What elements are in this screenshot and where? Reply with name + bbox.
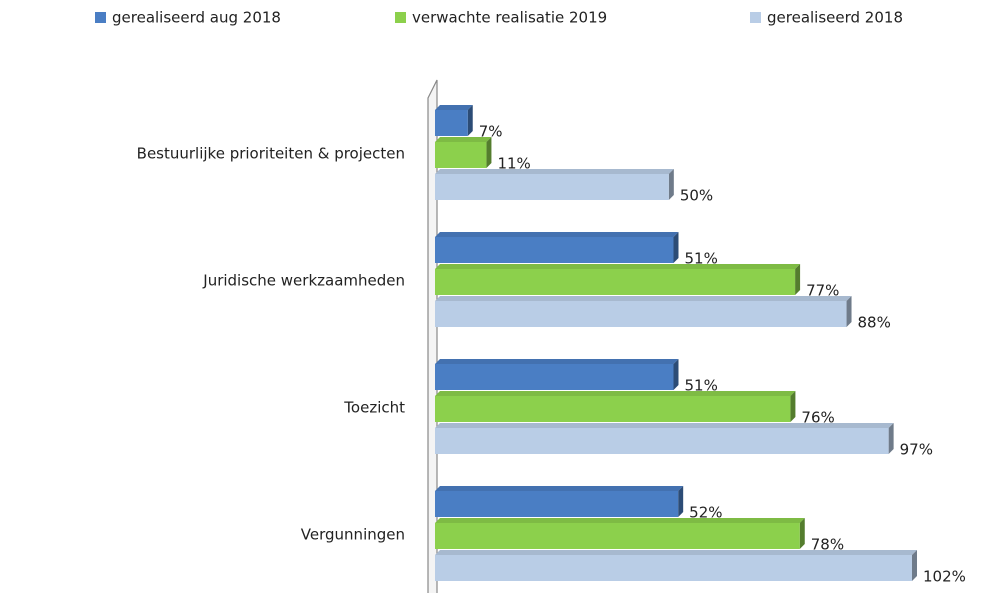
data-label: 88% bbox=[858, 314, 891, 332]
bar-side bbox=[846, 296, 852, 327]
bar bbox=[435, 264, 801, 295]
bar-front bbox=[435, 555, 912, 581]
bar-side bbox=[673, 359, 679, 390]
bar-top bbox=[435, 137, 492, 142]
axis-wall bbox=[427, 79, 438, 593]
bar-top bbox=[435, 296, 852, 301]
bar-top bbox=[435, 550, 917, 555]
bar bbox=[435, 232, 679, 263]
legend-label: gerealiseerd aug 2018 bbox=[112, 9, 281, 27]
bar-side bbox=[912, 550, 917, 581]
bar-front bbox=[435, 364, 674, 390]
category-label: Toezicht bbox=[343, 399, 405, 417]
bar-front bbox=[435, 142, 487, 168]
bar-top bbox=[435, 391, 796, 396]
bar bbox=[435, 391, 796, 422]
bar-top bbox=[435, 423, 894, 428]
data-label: 52% bbox=[689, 504, 722, 522]
legend-swatch bbox=[750, 12, 761, 23]
bar bbox=[435, 137, 492, 168]
bar-front bbox=[435, 174, 669, 200]
data-label: 51% bbox=[685, 250, 718, 268]
bar-side bbox=[467, 105, 473, 136]
bar-front bbox=[435, 269, 796, 295]
bar bbox=[435, 359, 679, 390]
bar-side bbox=[795, 264, 801, 295]
bar-front bbox=[435, 301, 847, 327]
bar-front bbox=[435, 523, 800, 549]
data-label: 77% bbox=[806, 282, 839, 300]
bar bbox=[435, 518, 805, 549]
bar-front bbox=[435, 428, 889, 454]
bar bbox=[435, 486, 684, 517]
bar-top bbox=[435, 486, 684, 491]
legend-label: gerealiseerd 2018 bbox=[767, 9, 903, 27]
bar-top bbox=[435, 169, 674, 174]
category-label: Vergunningen bbox=[301, 526, 405, 544]
bar-front bbox=[435, 110, 468, 136]
bar bbox=[435, 105, 473, 136]
bar bbox=[435, 296, 852, 327]
bar-side bbox=[668, 169, 674, 200]
data-label: 7% bbox=[479, 123, 503, 141]
bar-top bbox=[435, 105, 473, 110]
bar-side bbox=[678, 486, 684, 517]
bar-front bbox=[435, 237, 674, 263]
data-label: 11% bbox=[497, 155, 530, 173]
legend-label: verwachte realisatie 2019 bbox=[412, 9, 607, 27]
data-label: 76% bbox=[801, 409, 834, 427]
data-label: 102% bbox=[923, 568, 966, 586]
bar-top bbox=[435, 232, 679, 237]
bar bbox=[435, 423, 894, 454]
bar bbox=[435, 169, 674, 200]
category-label: Juridische werkzaamheden bbox=[202, 272, 405, 290]
bar-side bbox=[790, 391, 796, 422]
data-label: 97% bbox=[900, 441, 933, 459]
bar-top bbox=[435, 264, 801, 269]
data-label: 50% bbox=[680, 187, 713, 205]
axis-wall-shape bbox=[427, 79, 438, 593]
bar-side bbox=[673, 232, 679, 263]
bar bbox=[435, 550, 917, 581]
category-label: Bestuurlijke prioriteiten & projecten bbox=[137, 145, 405, 163]
bar-side bbox=[486, 137, 492, 168]
data-label: 51% bbox=[685, 377, 718, 395]
bar-front bbox=[435, 396, 791, 422]
bar-top bbox=[435, 518, 805, 523]
bar-side bbox=[799, 518, 805, 549]
bar-side bbox=[888, 423, 894, 454]
bar-top bbox=[435, 359, 679, 364]
legend-swatch bbox=[95, 12, 106, 23]
legend-swatch bbox=[395, 12, 406, 23]
data-label: 78% bbox=[811, 536, 844, 554]
bar-front bbox=[435, 491, 679, 517]
